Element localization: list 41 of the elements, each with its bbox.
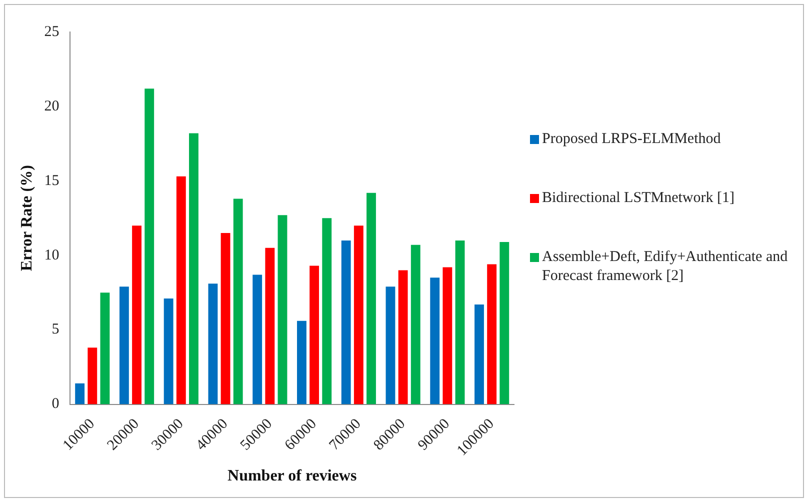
y-tick-label: 25 bbox=[44, 24, 60, 40]
y-axis-title: Error Rate (%) bbox=[18, 165, 36, 272]
bar bbox=[310, 266, 320, 404]
bar bbox=[410, 244, 420, 404]
bar bbox=[354, 226, 364, 404]
bar bbox=[144, 88, 154, 404]
bar bbox=[366, 192, 376, 404]
bar bbox=[164, 298, 174, 404]
legend-label: Proposed LRPS-ELMMethod bbox=[542, 130, 721, 149]
y-tick-label: 15 bbox=[44, 172, 60, 189]
legend-label: Bidirectional LSTMnetwork [1] bbox=[542, 189, 734, 208]
bar bbox=[132, 226, 142, 404]
bar bbox=[455, 240, 465, 404]
bar bbox=[430, 278, 440, 404]
bar bbox=[265, 248, 275, 404]
bar bbox=[233, 198, 243, 404]
bar bbox=[386, 286, 396, 404]
bar bbox=[278, 215, 288, 404]
bar bbox=[474, 304, 484, 404]
y-tick-label: 0 bbox=[52, 396, 60, 412]
bar bbox=[252, 274, 262, 404]
bar bbox=[75, 383, 85, 404]
bar bbox=[208, 284, 218, 404]
x-axis-title: Number of reviews bbox=[228, 468, 357, 485]
bar bbox=[297, 320, 306, 404]
bar bbox=[189, 133, 198, 404]
y-tick-label: 20 bbox=[44, 98, 60, 114]
legend-label: Assemble+Deft, Edify+Authenticate and Forecast framework [2] bbox=[542, 248, 789, 286]
bar bbox=[500, 242, 510, 404]
y-tick-label: 5 bbox=[52, 322, 60, 338]
bar bbox=[88, 348, 98, 404]
bar bbox=[322, 218, 332, 404]
y-tick-label: 10 bbox=[44, 247, 60, 264]
bar bbox=[442, 267, 452, 404]
bar bbox=[100, 292, 110, 404]
bar bbox=[398, 270, 408, 404]
bar bbox=[487, 264, 497, 404]
bar bbox=[341, 240, 351, 404]
bar bbox=[176, 176, 186, 404]
bar bbox=[220, 233, 230, 404]
bar bbox=[119, 286, 129, 404]
